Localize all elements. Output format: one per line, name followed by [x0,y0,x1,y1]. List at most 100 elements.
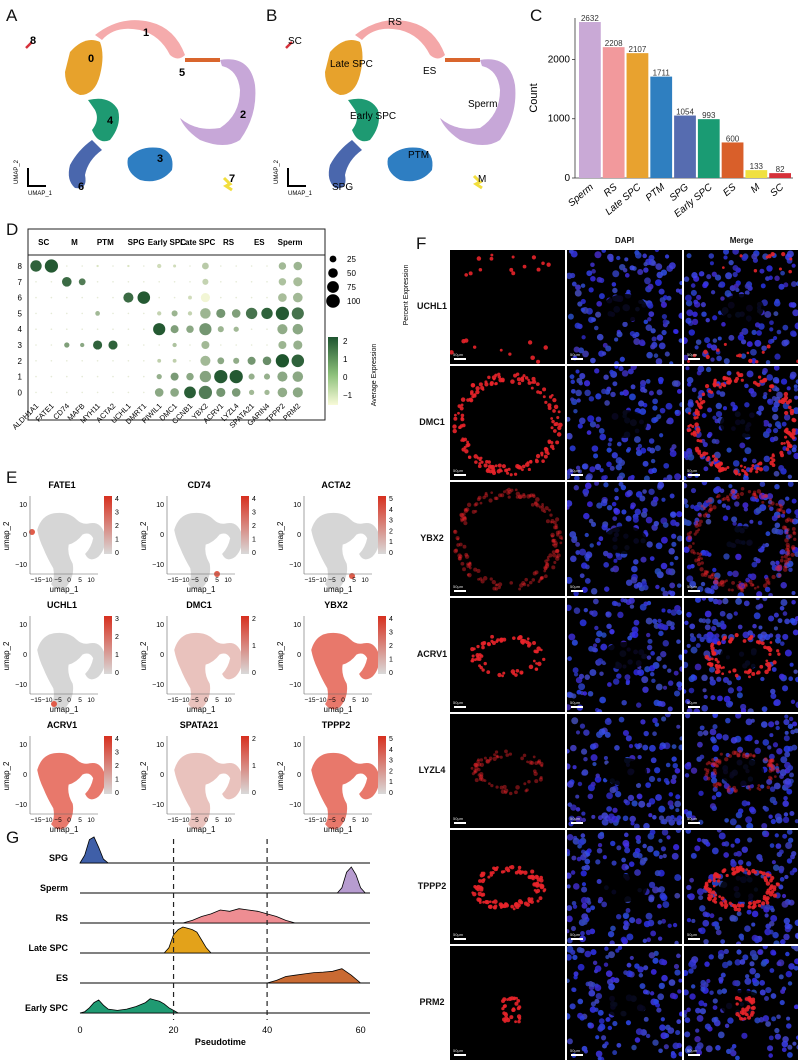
nucleus [653,520,660,527]
marker-signal [510,379,515,384]
marker-signal [741,869,745,873]
nucleus [615,457,623,464]
nucleus [661,329,667,336]
nucleus [609,940,615,944]
marker-signal [511,271,516,276]
marker-signal [471,383,476,388]
nucleus [762,1015,770,1022]
marker-signal [500,789,506,794]
nucleus [740,339,747,345]
marker-signal [789,518,794,523]
expression-dot [170,388,179,397]
marker-signal [468,561,472,565]
marker-signal [453,529,458,535]
sperm-cloud [440,59,516,145]
x-tick-label: −15 [30,817,41,824]
marker-signal [748,579,753,585]
marker-signal [713,457,719,462]
marker-signal [472,892,477,897]
nucleus [676,724,681,729]
nucleus [767,1045,774,1052]
nucleus [725,700,733,708]
x-tick-label: 5 [215,577,219,584]
nucleus [764,633,771,641]
nucleus [597,842,603,848]
nucleus [699,905,706,912]
nucleus [616,845,622,851]
marker-signal [547,439,552,444]
marker-signal [694,410,698,414]
nucleus [712,415,717,420]
nucleus [696,888,704,896]
scale-bar [571,590,583,592]
expression-dot [261,307,273,320]
nucleus [696,501,703,507]
marker-signal [762,894,767,899]
marker-signal [775,502,779,506]
expression-scale-bar [104,736,112,794]
nucleus [615,948,620,953]
nucleus [570,397,575,402]
nucleus [686,611,692,618]
nucleus [685,366,690,371]
nucleus [794,958,798,965]
marker-signal [476,644,480,649]
cluster-row-label: 5 [18,309,23,318]
marker-signal [687,536,691,541]
nucleus [776,748,783,755]
x-tick-label: 5 [352,577,356,584]
nucleus [679,666,682,672]
nucleus [723,695,731,703]
nucleus [716,355,722,362]
nucleus [699,754,705,760]
nucleus [586,848,592,854]
expression-scale-bar [104,496,112,554]
nucleus [567,473,571,480]
marker-signal [767,759,772,763]
nucleus [674,892,681,899]
nucleus [782,800,789,807]
marker-signal [775,768,780,773]
nucleus [777,529,784,535]
size-legend-label: 75 [347,283,356,292]
nucleus [583,1049,588,1054]
marker-signal [780,555,784,559]
nucleus [678,655,682,661]
nucleus [612,270,620,278]
nucleus [604,586,610,592]
nucleus [757,520,763,526]
nucleus [652,815,657,820]
marker-signal [534,501,539,506]
marker-signal [700,504,704,508]
marker-signal [485,468,491,474]
marker-signal [472,345,477,349]
x-tick-label: 0 [341,577,345,584]
marker-signal [728,785,731,789]
marker-signal [701,392,706,397]
nucleus [596,541,601,546]
marker-signal [537,661,542,667]
marker-signal [739,491,745,497]
nucleus [572,904,578,909]
expression-dot [154,388,164,397]
nucleus [714,486,722,493]
marker-signal [488,756,493,760]
nucleus [699,725,705,731]
nucleus [769,733,774,738]
marker-signal [747,905,752,909]
marker-signal [553,541,558,546]
marker-signal [522,494,527,499]
marker-signal [788,557,792,561]
expression-dot [112,296,114,299]
nucleus [630,384,636,390]
marker-signal [716,641,722,646]
nucleus [571,281,577,287]
nucleus [586,270,593,277]
nucleus [626,489,633,497]
expression-dot [137,291,151,304]
marker-signal [776,508,781,513]
nucleus [659,407,666,414]
nucleus [767,423,773,428]
nucleus [676,535,682,542]
marker-signal [740,583,744,587]
